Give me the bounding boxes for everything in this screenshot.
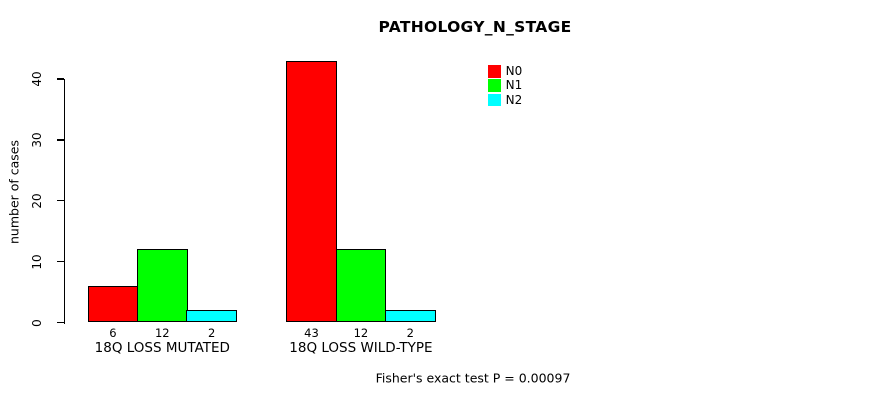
y-tick — [56, 139, 64, 141]
legend-swatch-icon — [488, 93, 501, 107]
bar-value-label: 6 — [109, 325, 117, 340]
bar-value-label: 2 — [406, 325, 414, 340]
y-tick-label: 0 — [30, 318, 44, 327]
bar-value-label: 12 — [353, 325, 369, 340]
y-tick-label: 20 — [30, 193, 44, 209]
annotation-text: Fisher's exact test P = 0.00097 — [375, 370, 571, 386]
legend-label: N2 — [505, 92, 523, 107]
legend-swatch-icon — [488, 79, 501, 92]
bar-n2-2 — [384, 310, 436, 323]
legend-item-n0: N0 — [488, 65, 522, 78]
bar-n0-1 — [87, 285, 139, 323]
legend-swatch-icon — [488, 65, 501, 78]
bar-n1-1 — [136, 249, 188, 323]
bar-value-label: 2 — [208, 325, 216, 340]
y-tick-label: 30 — [30, 132, 44, 148]
x-category-label: 18Q LOSS MUTATED — [94, 340, 230, 356]
bar-value-label: 43 — [304, 325, 319, 340]
bar-n0-2 — [286, 60, 337, 323]
legend-item-n2: N2 — [488, 92, 523, 107]
legend-label: N1 — [505, 78, 523, 93]
legend-label: N0 — [505, 64, 523, 78]
x-category-label: 18Q LOSS WILD-TYPE — [289, 340, 433, 356]
y-tick — [56, 321, 64, 324]
y-axis-line — [63, 79, 65, 324]
chart-title: PATHOLOGY_N_STAGE — [378, 18, 572, 36]
y-tick — [56, 78, 64, 80]
y-tick-label: 40 — [30, 71, 44, 87]
bar-n2-1 — [186, 310, 238, 323]
y-tick-label: 10 — [30, 253, 44, 270]
y-tick — [56, 260, 64, 263]
bar-value-label: 12 — [154, 325, 170, 340]
legend: N0 N1 N2 — [488, 65, 522, 108]
legend-item-n1: N1 — [488, 79, 522, 92]
y-tick — [56, 200, 64, 202]
bar-n1-2 — [335, 249, 387, 323]
